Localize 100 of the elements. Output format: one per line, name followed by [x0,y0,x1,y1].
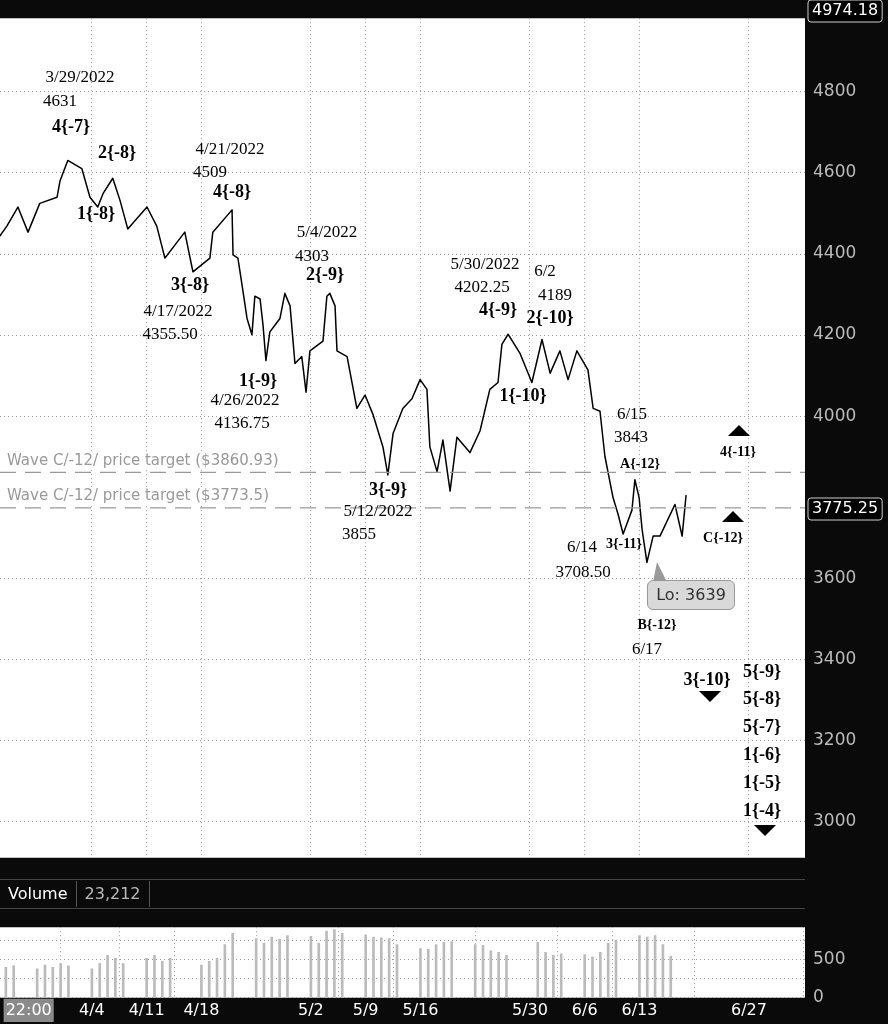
annotation: 1{-4} [742,799,782,820]
x-tick-label: 4/4 [79,999,105,1019]
bar [426,948,430,998]
y-tick-label: 4600 [813,161,857,182]
annotation: 1{-6} [742,743,782,764]
y-tick-label: 3000 [813,809,857,830]
annotation: 3{-9} [368,478,408,499]
bar [231,932,235,998]
x-tick-label: 5/16 [402,999,439,1019]
bar [153,954,156,998]
y-tick-label: 3200 [813,728,857,749]
annotation: 4{-7} [51,115,91,136]
annotation: 6/2 [534,261,556,281]
annotation: C{-12} [703,529,744,545]
annotation: 3843 [614,427,648,447]
annotation: 4189 [538,285,572,305]
bar [98,963,102,998]
bar [59,963,62,998]
bar [207,961,211,998]
annotation: B{-12} [637,616,677,632]
annotation: 5{-8} [742,687,782,708]
bar [599,951,602,998]
annotation: 4/17/2022 [143,301,213,321]
annotation: 4631 [43,91,77,111]
annotation: 3708.50 [555,562,611,582]
ref-line-label: Wave C/-12/ price target ($3860.93) [7,450,279,469]
bar [286,935,289,998]
bar [160,961,164,998]
bar [505,954,508,998]
annotation: 1{-10} [499,384,547,405]
bar [544,951,547,998]
annotation: 5{-7} [742,715,782,736]
y-tick-label: 4200 [813,323,857,344]
annotation: 2{-9} [305,263,345,284]
annotation: 5{-9} [742,660,782,681]
bar [317,942,321,998]
annotation: 3{-8} [170,273,210,294]
annotation: 4303 [295,246,329,266]
x-tick-label: 4/11 [128,999,165,1019]
bar [419,948,422,998]
bar [325,930,328,998]
annotation: 6/14 [566,537,598,557]
annotation: 2{-8} [97,141,137,162]
bar [67,965,70,998]
bar [200,964,203,998]
y-tick-label: 4400 [813,242,857,263]
x-tick-label: 4/18 [183,999,220,1019]
bar [552,954,555,998]
bar [364,934,367,998]
bar [121,963,125,998]
bar [536,942,540,998]
annotation: 4202.25 [454,277,510,297]
bar [497,951,500,998]
bar [333,929,336,998]
bar [638,935,641,998]
annotation: 4/21/2022 [195,139,265,159]
bar [12,965,16,998]
annotation: 5/12/2022 [343,501,413,521]
annotation: 4{-9} [478,298,518,319]
bar [583,954,587,998]
annotation: 6/17 [631,639,663,659]
annotation: 1{-5} [742,771,782,792]
annotation: 2{-10} [526,306,574,327]
bar [340,932,344,998]
bar [669,955,673,998]
bar [114,958,117,998]
y-tick-label: 500 [813,948,846,969]
annotation: 4/26/2022 [210,390,280,410]
x-tick-label: 6/27 [730,999,767,1019]
bar [106,954,109,998]
y-tick-label: 3400 [813,647,857,668]
annotation: 5/4/2022 [296,222,358,242]
y-tick-label: 4800 [813,80,857,101]
annotation: 4{-11} [720,443,757,459]
y-tick-label: 0 [813,986,824,1007]
bar [145,958,148,998]
bar [489,950,493,998]
bar [473,944,477,998]
annotation: 4509 [193,162,227,182]
x-tick-label: 6/13 [621,999,658,1019]
x-tick-label: 5/2 [298,999,324,1019]
bar [591,956,594,998]
annotation: 3/29/2022 [45,67,115,87]
ref-line-label: Wave C/-12/ price target ($3773.5) [7,486,269,505]
bar [278,939,281,998]
bar [450,941,454,998]
text: 3775.25 [812,498,879,518]
bar [559,953,563,998]
bar [270,936,274,998]
annotation: 3855 [342,524,376,544]
x-tick-label: 6/6 [571,999,598,1019]
annotation: 4136.75 [214,413,270,433]
y-tick-label: 3600 [813,566,857,587]
bar [51,967,55,998]
annotation: 1{-9} [238,369,278,390]
annotation: 1{-8} [76,202,116,223]
annotation: 5/30/2022 [450,254,520,274]
annotation: 3{-10} [683,668,731,689]
annotation: 3{-11} [606,535,643,551]
bar [645,936,649,998]
